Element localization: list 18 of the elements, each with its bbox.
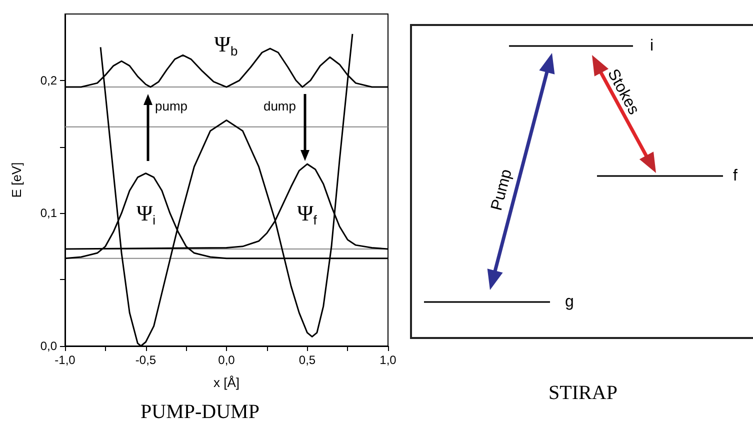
text: STIRAP [548, 382, 618, 404]
x-axis-title: x [Å] [213, 375, 240, 390]
x-tick-label: 0,0 [218, 353, 236, 367]
annotation: pump [155, 98, 188, 114]
x-tick-label: 0,5 [298, 353, 316, 367]
annotation: dump [263, 98, 296, 114]
y-tick-label: 0,1 [40, 206, 58, 220]
y-tick-label: 0,0 [40, 339, 58, 353]
y-axis-title: E [eV] [9, 162, 24, 198]
text: i [650, 38, 654, 54]
x-tick-label: -1,0 [54, 353, 76, 367]
x-tick-label: 1,0 [380, 353, 397, 367]
x-tick-label: -0,5 [135, 353, 156, 367]
y-tick-label: 0,2 [40, 73, 58, 88]
text: g [565, 294, 574, 310]
text: f [733, 168, 738, 184]
text: PUMP-DUMP [140, 401, 260, 423]
text: Pump [488, 168, 516, 212]
